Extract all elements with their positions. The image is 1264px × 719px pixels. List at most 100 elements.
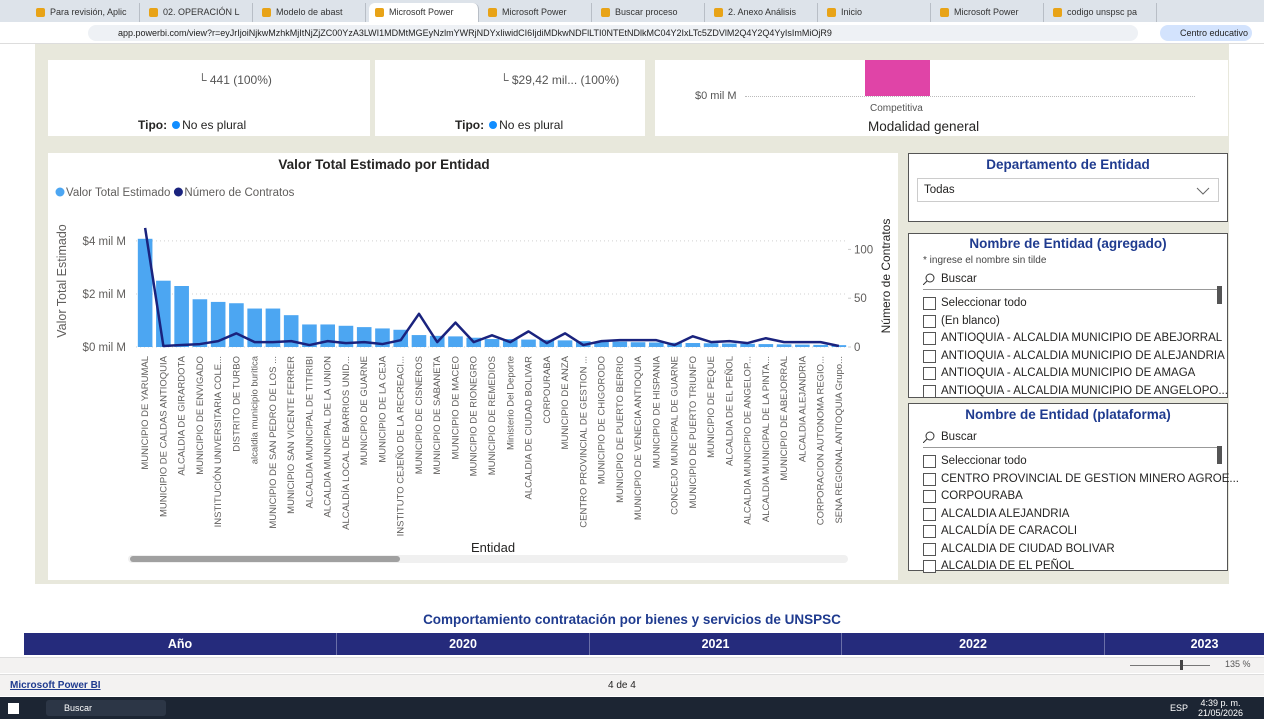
slicer-item[interactable]: ALCALDIA DE CIUDAD BOLIVAR [923,542,1115,556]
x-tick-label: MUNICIPIO DE GUARNE [359,356,370,465]
x-tick-label: ALCALDIA DE EL PEÑOL [724,356,735,466]
browser-tab[interactable]: 02. OPERACIÓN L [143,3,253,22]
brand-link[interactable]: Microsoft Power BI [10,680,101,691]
search[interactable]: Buscar [923,430,977,444]
clock: 4:39 p. m. 21/05/2026 [1198,698,1243,718]
legend-swatch [55,187,65,197]
count-card: └ 441 (100%) Tipo: No es plural [48,60,370,136]
browser-tab[interactable]: Para revisión, Aplic [30,3,140,22]
browser-tab[interactable]: codigo unspsc pa [1047,3,1157,22]
search[interactable]: Buscar [923,272,977,286]
x-tick-label: MUNICIPIO DE ANZA [560,355,571,449]
table-header: Año 2020 2021 2022 2023 [24,633,1264,655]
browser-tab[interactable]: 2. Anexo Análisis [708,3,818,22]
modalidad-title: Modalidad general [868,119,980,134]
slicer-item[interactable]: Seleccionar todo [923,296,1027,310]
x-tick-label: MUNICIPIO DE LA CEJA [377,355,388,462]
slicer-item[interactable]: ANTIOQUIA - ALCALDIA MUNICIPIO DE ALEJAN… [923,349,1225,363]
bar [795,344,810,347]
x-tick-label: MUNICIPIO DE CHIGORODO [597,356,608,484]
slicer-item[interactable]: CORPOURABA [923,489,1023,503]
slicer-item[interactable]: ANTIOQUIA - ALCALDIA MUNICIPIO DE AMAGA [923,366,1195,380]
bar [411,335,427,347]
bar [776,344,792,347]
x-tick-label: INSTITUCIÓN UNIVERSITARIA COLE... [213,356,224,527]
x-tick-label: ALCALDIA MUNICIPIO DE ANGELOP... [743,356,754,525]
start-button[interactable] [8,703,19,714]
slicer-item[interactable]: ALCALDIA ALEJANDRIA [923,507,1069,521]
browser-tab[interactable]: Microsoft Power [934,3,1044,22]
taskbar: Buscar ESP 4:39 p. m. 21/05/2026 [0,697,1264,719]
x-tick-label: MUNICIPIO DE ABEJORRAL [779,356,790,481]
card-type: Tipo: No es plural [138,118,246,132]
scroll-thumb[interactable] [130,556,400,562]
x-tick-label: ALCALDÍA LOCAL DE BARRIOS UNID... [341,356,352,530]
y-axis-title: Valor Total Estimado [55,224,69,338]
bar [484,339,500,347]
scrollbar[interactable] [1217,446,1222,464]
line [143,227,840,348]
bar [685,343,701,347]
bar [265,308,281,347]
slicer-item[interactable]: CENTRO PROVINCIAL DE GESTION MINERO AGRO… [923,472,1239,486]
x-tick-label: DISTRITO DE TURBO [231,356,242,452]
column-header: Año [24,633,337,655]
x-tick-label: MUNICIPIO DE CALDAS ANTIOQUIA [158,355,169,517]
date: 21/05/2026 [1198,708,1244,718]
slicer-item[interactable]: ANTIOQUIA - ALCALDIA MUNICIPIO DE ANGELO… [923,384,1228,398]
profile-button[interactable]: Centro educativo [1160,25,1252,41]
table-title: Comportamiento contratación por bienes y… [423,612,841,627]
slicer-title: Departamento de Entidad [986,157,1150,172]
slicer-item[interactable]: (En blanco) [923,314,1000,328]
bar [813,344,828,347]
dropdown-value: Todas [924,184,955,196]
browser-tab[interactable]: Buscar proceso [595,3,705,22]
url-field[interactable]: app.powerbi.com/view?r=eyJrIjoiNjkwMzhkM… [88,25,1138,41]
bar [703,343,719,347]
x-tick-label: SENA REGIONAL ANTIOQUIA Grupo... [834,356,845,524]
axis-label: $0 mil M [695,90,737,102]
x-tick-label: MUNICIPIO DE PUERTO BERRIO [615,356,626,503]
x-tick-label: CENTRO PROVINCIAL DE GESTION ... [578,356,589,528]
x-tick-label: Ministerio Del Deporte [505,356,516,450]
slicer-item[interactable]: ANTIOQUIA - ALCALDIA MUNICIPIO DE ABEJOR… [923,331,1222,345]
category-label: Competitiva [870,103,923,114]
x-tick-label: alcaldia municipio buritica [250,355,261,464]
bar [174,286,189,347]
bar [557,340,573,347]
card-value-text: $29,42 mil... (100%) [511,73,620,87]
browser-tab[interactable]: Microsoft Power [482,3,592,22]
page-nav[interactable]: 4 de 4 [608,680,636,691]
scrollbar[interactable] [1217,286,1222,304]
x-axis-title: Entidad [471,540,515,555]
x-tick-label: MUNICIPIO DE SABANETA [432,355,443,474]
bar [283,315,299,347]
bar [320,324,335,347]
browser-tab[interactable]: Microsoft Power [369,3,479,22]
x-tick-label: ALCALDIA ALEJANDRIA [797,355,808,462]
x-tick-label: CORPORACION AUTONOMA REGIO... [816,356,827,525]
slicer-item[interactable]: ALCALDIA DE EL PEÑOL [923,559,1074,573]
address-bar: app.powerbi.com/view?r=eyJrIjoiNjkwMzhkM… [0,22,1264,44]
legend-label: Número de Contratos [184,187,294,199]
slicer-item[interactable]: ALCALDÍA DE CARACOLI [923,524,1077,538]
slicer-title: Nombre de Entidad (agregado) [969,236,1167,251]
search-box[interactable]: Buscar [46,700,166,716]
search-placeholder: Buscar [941,431,977,443]
x-tick-label: ALCALDIA MUNICIPAL DE LA UNION [323,356,334,518]
bar [192,299,208,347]
card-value: └ 441 (100%) [198,73,272,87]
slicer-departamento: Departamento de Entidad Todas [908,153,1228,222]
bar [356,327,372,347]
x-tick-label: CONCEJO MUNICIPAL DE GUARNE [670,356,681,515]
modalidad-bar [865,60,930,96]
browser-tab[interactable]: Inicio [821,3,931,22]
modalidad-card: $0 mil M Competitiva Modalidad general [655,60,1228,136]
x-tick-label: MUNICIPIO DE REMEDIOS [487,356,498,475]
browser-tab[interactable]: Modelo de abast [256,3,366,22]
y-tick-label: $2 mil M [83,289,126,301]
slicer-item[interactable]: Seleccionar todo [923,454,1027,468]
bar [831,345,847,347]
dropdown[interactable]: Todas [917,178,1219,202]
language: ESP [1170,703,1189,713]
